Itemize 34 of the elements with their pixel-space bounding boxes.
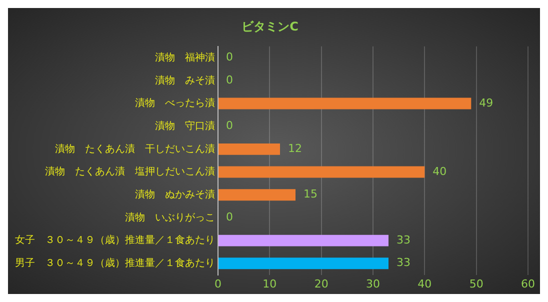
x-tick-label: 20 <box>314 277 328 290</box>
data-label: 12 <box>288 142 302 156</box>
bar <box>218 166 425 178</box>
bar <box>218 189 296 201</box>
bar <box>218 234 388 246</box>
y-tick-label: 漬物 べったら漬 <box>135 97 215 110</box>
data-label: 0 <box>226 50 233 64</box>
y-tick-label: 漬物 たくあん漬 塩押しだいこん漬 <box>45 166 215 178</box>
y-tick-label: 漬物 いぶりがっこ <box>125 211 215 224</box>
bar <box>218 258 388 270</box>
y-tick-label: 漬物 福神漬 <box>155 51 215 64</box>
y-tick-label: 男子 ３０～４９（歳）推進量／１食あたり <box>15 256 215 269</box>
data-label: 0 <box>226 74 233 87</box>
x-tick-label: 0 <box>214 277 222 290</box>
x-tick-label: 60 <box>521 277 535 290</box>
x-tick-label: 10 <box>262 277 277 290</box>
data-label: 40 <box>432 164 447 178</box>
data-label: 0 <box>226 210 233 224</box>
chart-title: ビタミンC <box>242 19 299 34</box>
y-tick-label: 漬物 守口漬 <box>155 120 215 132</box>
bar <box>218 143 280 155</box>
y-tick-label: 漬物 みそ漬 <box>155 74 215 86</box>
x-tick-label: 40 <box>418 277 432 290</box>
bar <box>218 98 472 110</box>
data-label: 0 <box>226 119 233 132</box>
data-label: 15 <box>304 188 318 201</box>
x-tick-label: 50 <box>469 277 484 290</box>
y-tick-label: 女子 ３０～４９（歳）推進量／１食あたり <box>15 234 215 246</box>
y-tick-label: 漬物 ぬかみそ漬 <box>135 188 215 200</box>
data-label: 49 <box>479 96 494 110</box>
x-tick-label: 30 <box>366 277 380 290</box>
data-label: 33 <box>396 233 410 246</box>
y-tick-label: 漬物 たくあん漬 干しだいこん漬 <box>55 142 215 155</box>
data-label: 33 <box>396 256 410 270</box>
